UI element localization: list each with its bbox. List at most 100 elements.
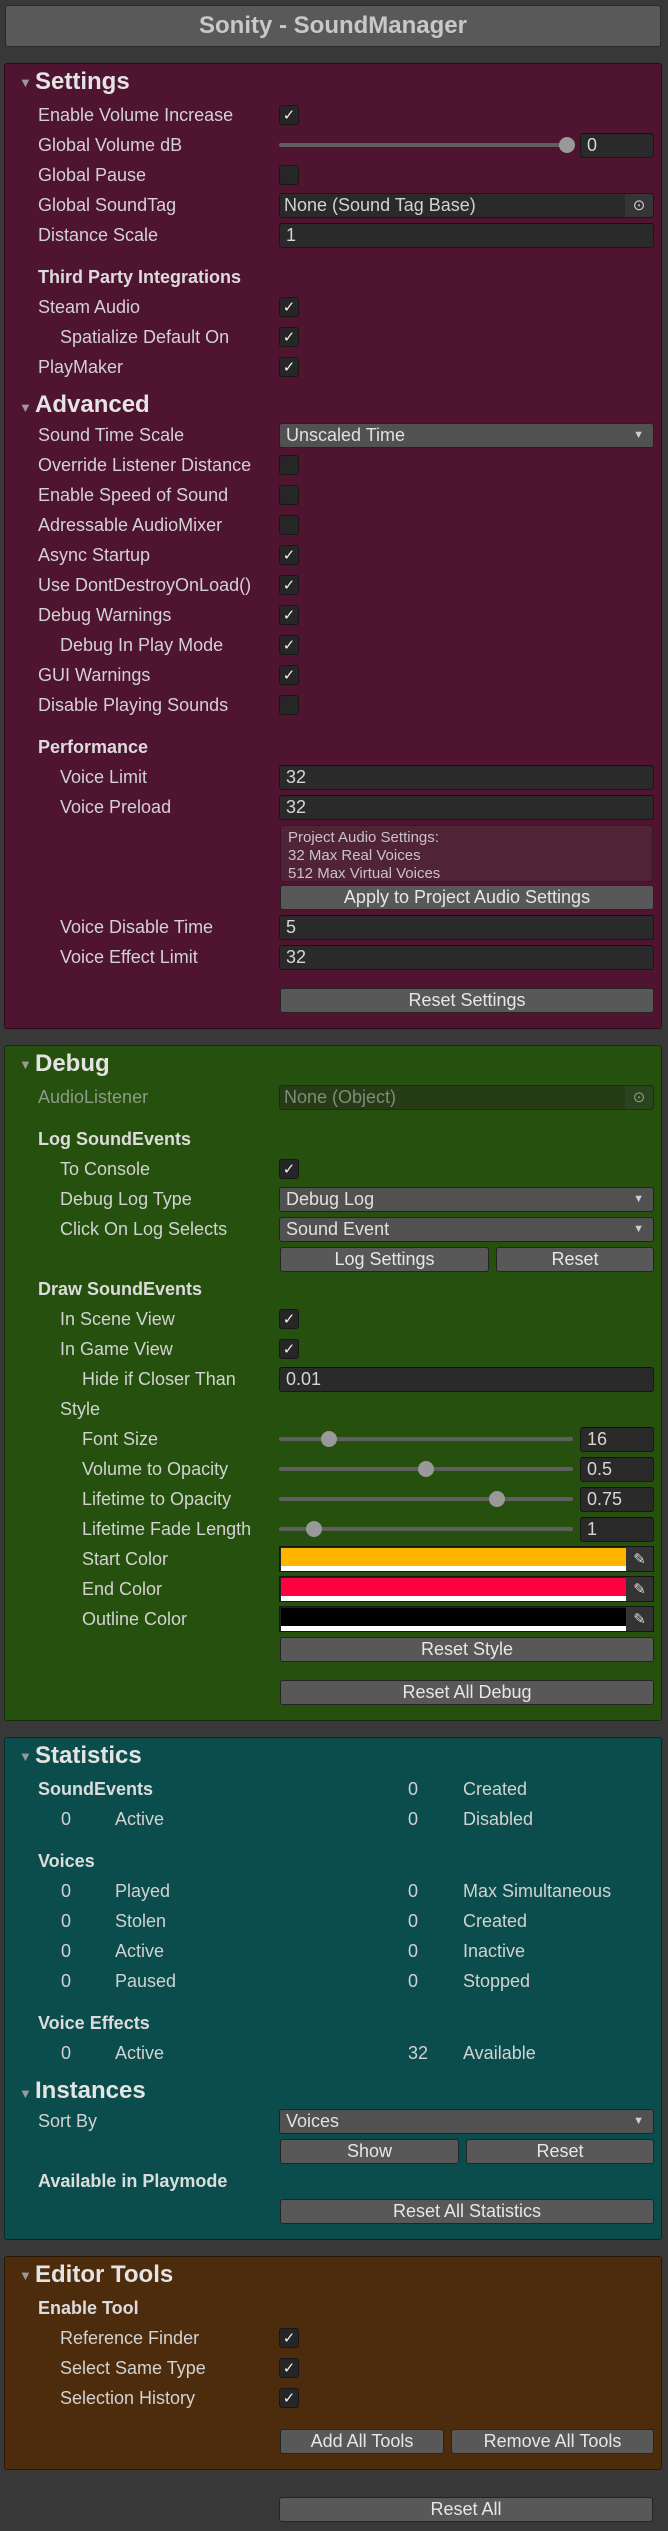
stat-label: Created: [463, 1910, 528, 1931]
color-field-end-color[interactable]: ✎: [279, 1576, 654, 1602]
section-header-instances[interactable]: ▼ Instances: [19, 2077, 146, 2105]
triangle-down-icon[interactable]: ▼: [19, 2086, 32, 2101]
slider-thumb[interactable]: [488, 1491, 505, 1507]
chevron-down-icon: ▼: [633, 1223, 644, 1235]
show-button[interactable]: Show: [280, 2138, 459, 2164]
field-label: Voice Preload: [60, 796, 172, 817]
checkbox-reference-finder[interactable]: ✓: [279, 2328, 299, 2348]
reset-all-debug-button[interactable]: Reset All Debug: [280, 1679, 654, 1705]
checkbox-steam-audio[interactable]: ✓: [279, 297, 299, 317]
checkbox-global-pause[interactable]: [279, 165, 299, 185]
add-all-tools-button[interactable]: Add All Tools: [280, 2428, 444, 2454]
slider-font-size[interactable]: [279, 1431, 573, 1447]
number-input-volume-to-opacity[interactable]: 0.5: [580, 1456, 654, 1482]
input-voice-preload[interactable]: 32: [279, 794, 654, 820]
triangle-down-icon[interactable]: ▼: [19, 1056, 32, 1072]
eyedropper-icon[interactable]: ✎: [626, 1577, 653, 1601]
checkbox-playmaker[interactable]: ✓: [279, 357, 299, 377]
dropdown-click-on-log-selects[interactable]: Sound Event ▼: [279, 1216, 654, 1242]
color-swatch[interactable]: [281, 1608, 626, 1626]
number-input-lifetime-fade-length[interactable]: 1: [580, 1516, 654, 1542]
triangle-down-icon[interactable]: ▼: [19, 2267, 32, 2283]
input-voice-limit[interactable]: 32: [279, 764, 654, 790]
color-swatch[interactable]: [281, 1578, 626, 1596]
reset-button[interactable]: Reset: [466, 2138, 654, 2164]
panel-header-statistics[interactable]: ▼ Statistics: [5, 1738, 661, 1774]
window-title: Sonity - SoundManager: [5, 5, 661, 47]
reset-button[interactable]: Reset: [496, 1246, 654, 1272]
color-swatch[interactable]: [281, 1548, 626, 1566]
color-field-outline-color[interactable]: ✎: [279, 1606, 654, 1632]
reset-all-button[interactable]: Reset All: [279, 2497, 653, 2522]
checkbox-enable-speed-of-sound[interactable]: [279, 485, 299, 505]
checkbox-debug-in-play-mode[interactable]: ✓: [279, 635, 299, 655]
checkmark-icon: ✓: [282, 667, 296, 684]
checkbox-disable-playing-sounds[interactable]: [279, 695, 299, 715]
slider-thumb[interactable]: [418, 1461, 434, 1477]
dropdown-debug-log-type[interactable]: Debug Log ▼: [279, 1186, 654, 1212]
input-hide-if-closer-than[interactable]: 0.01: [279, 1366, 654, 1392]
number-input-font-size[interactable]: 16: [580, 1426, 654, 1452]
slider-thumb[interactable]: [320, 1431, 337, 1447]
slider-global-volume-db[interactable]: [279, 137, 576, 153]
panel-title: Editor Tools: [35, 2261, 174, 2288]
button-row-apply-to-project-audio-settings: Apply to Project Audio Settings: [5, 882, 661, 912]
buttons2-row-log-settings-reset: Log Settings Reset: [5, 1244, 661, 1274]
log-settings-button[interactable]: Log Settings: [280, 1246, 489, 1272]
stat-value: 0: [408, 1970, 419, 1991]
check-row-in-game-view: In Game View ✓: [5, 1334, 661, 1364]
checkbox-debug-warnings[interactable]: ✓: [279, 605, 299, 625]
slider-lifetime-fade-length[interactable]: [279, 1521, 573, 1537]
slider-thumb[interactable]: [559, 137, 576, 153]
checkbox-spatialize-default-on[interactable]: ✓: [279, 327, 299, 347]
section-title: Advanced: [35, 391, 150, 418]
help-line: 512 Max Virtual Voices: [288, 865, 441, 882]
action-row-reset-all-debug: Reset All Debug: [5, 1677, 661, 1707]
apply-to-project-audio-settings-button[interactable]: Apply to Project Audio Settings: [280, 884, 654, 910]
eyedropper-icon[interactable]: ✎: [626, 1547, 653, 1571]
object-field-global-soundtag[interactable]: None (Sound Tag Base) ⊙: [279, 192, 654, 218]
slider-volume-to-opacity[interactable]: [279, 1461, 573, 1477]
check-row-enable-volume-increase: Enable Volume Increase ✓: [5, 100, 661, 130]
stat-label: Max Simultaneous: [463, 1880, 612, 1901]
panel-header-editor-tools[interactable]: ▼ Editor Tools: [5, 2257, 661, 2293]
input-voice-disable-time[interactable]: 5: [279, 914, 654, 940]
color-field-start-color[interactable]: ✎: [279, 1546, 654, 1572]
checkbox-override-listener-distance[interactable]: [279, 455, 299, 475]
number-input-lifetime-to-opacity[interactable]: 0.75: [580, 1486, 654, 1512]
field-label: Select Same Type: [60, 2357, 206, 2378]
section-header-advanced[interactable]: ▼ Advanced: [19, 391, 150, 419]
color-row-start-color: Start Color ✎: [5, 1544, 661, 1574]
triangle-down-icon[interactable]: ▼: [19, 74, 32, 90]
slider-thumb[interactable]: [306, 1521, 323, 1537]
reset-settings-button[interactable]: Reset Settings: [280, 987, 654, 1013]
checkbox-adressable-audiomixer[interactable]: [279, 515, 299, 535]
panel-header-settings[interactable]: ▼ Settings: [5, 64, 661, 100]
triangle-down-icon[interactable]: ▼: [19, 400, 32, 415]
reset-all-statistics-button[interactable]: Reset All Statistics: [280, 2198, 654, 2224]
dropdown-sound-time-scale[interactable]: Unscaled Time ▼: [279, 422, 654, 448]
remove-all-tools-button[interactable]: Remove All Tools: [451, 2428, 654, 2454]
checkbox-to-console[interactable]: ✓: [279, 1159, 299, 1179]
dropdown-sort-by[interactable]: Voices ▼: [279, 2108, 654, 2134]
panel-header-debug[interactable]: ▼ Debug: [5, 1046, 661, 1082]
checkbox-in-scene-view[interactable]: ✓: [279, 1309, 299, 1329]
checkbox-async-startup[interactable]: ✓: [279, 545, 299, 565]
input-voice-effect-limit[interactable]: 32: [279, 944, 654, 970]
reset-style-button[interactable]: Reset Style: [280, 1636, 654, 1662]
checkbox-selection-history[interactable]: ✓: [279, 2388, 299, 2408]
stat-row: 0 Stolen 0 Created: [5, 1906, 661, 1936]
checkbox-gui-warnings[interactable]: ✓: [279, 665, 299, 685]
checkbox-select-same-type[interactable]: ✓: [279, 2358, 299, 2378]
checkbox-enable-volume-increase[interactable]: ✓: [279, 105, 299, 125]
triangle-down-icon[interactable]: ▼: [19, 1748, 32, 1764]
checkbox-in-game-view[interactable]: ✓: [279, 1339, 299, 1359]
subheader-row-soundevents: SoundEvents 0 Created: [5, 1774, 661, 1804]
checkmark-icon: ✓: [282, 2330, 296, 2347]
slider-lifetime-to-opacity[interactable]: [279, 1491, 573, 1507]
number-input-global-volume-db[interactable]: 0: [580, 132, 654, 158]
input-distance-scale[interactable]: 1: [279, 222, 654, 248]
checkbox-use-dontdestroyonload[interactable]: ✓: [279, 575, 299, 595]
target-circle-icon[interactable]: ⊙: [625, 193, 653, 217]
eyedropper-icon[interactable]: ✎: [626, 1607, 653, 1631]
